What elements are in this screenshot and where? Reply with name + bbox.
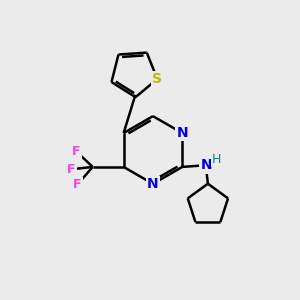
Text: H: H xyxy=(212,153,221,166)
Text: F: F xyxy=(72,145,81,158)
Text: N: N xyxy=(201,158,212,172)
Text: F: F xyxy=(67,163,76,176)
Text: F: F xyxy=(73,178,82,191)
Text: S: S xyxy=(152,72,162,86)
Text: N: N xyxy=(176,126,188,140)
Text: N: N xyxy=(147,177,159,191)
